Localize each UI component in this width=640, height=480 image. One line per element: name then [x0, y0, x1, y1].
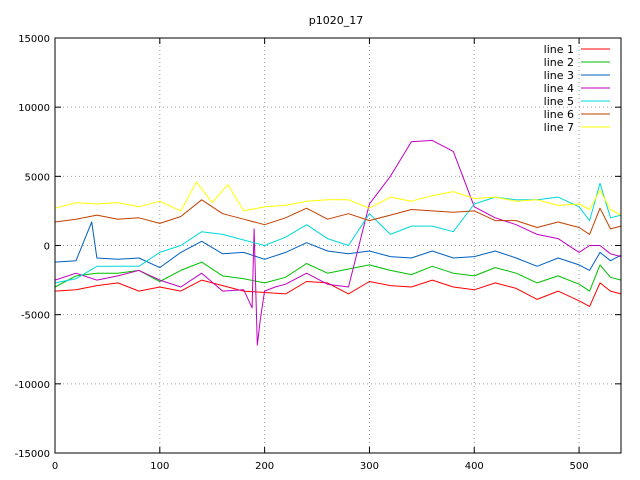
legend-label: line 2 — [544, 56, 574, 69]
x-tick-label: 400 — [465, 461, 484, 472]
y-tick-label: 10000 — [18, 103, 50, 114]
series-line-7 — [54, 181, 622, 216]
x-tick-label: 100 — [150, 461, 169, 472]
series-line-5 — [54, 182, 622, 284]
y-tick-label: -10000 — [15, 380, 50, 391]
y-tick-label: 15000 — [18, 34, 50, 45]
series-line-4 — [54, 139, 622, 346]
y-tick-label: -5000 — [21, 311, 50, 322]
x-tick-label: 500 — [570, 461, 589, 472]
x-tick-label: 200 — [255, 461, 274, 472]
y-tick-label: 5000 — [25, 172, 50, 183]
series-line-1 — [54, 279, 622, 307]
tick-group: 0 100 200 300 400 500 -15000 -10000 -5000 0 5000 10… — [15, 34, 621, 472]
x-tick-label: 300 — [360, 461, 379, 472]
y-tick-label: 0 — [44, 242, 50, 253]
series-line-2 — [54, 261, 622, 292]
legend-label: line 7 — [544, 121, 574, 134]
legend-label: line 6 — [544, 108, 574, 121]
legend-label: line 4 — [544, 82, 574, 95]
y-tick-label: -15000 — [15, 449, 50, 460]
series-line-6 — [54, 199, 622, 235]
legend-label: line 3 — [544, 69, 574, 82]
x-tick-label: 0 — [52, 461, 58, 472]
legend-label: line 1 — [544, 43, 574, 56]
legend-label: line 5 — [544, 95, 574, 108]
chart-title: p1020_17 — [309, 14, 363, 27]
series-line-3 — [54, 221, 622, 271]
series-group — [54, 139, 622, 346]
